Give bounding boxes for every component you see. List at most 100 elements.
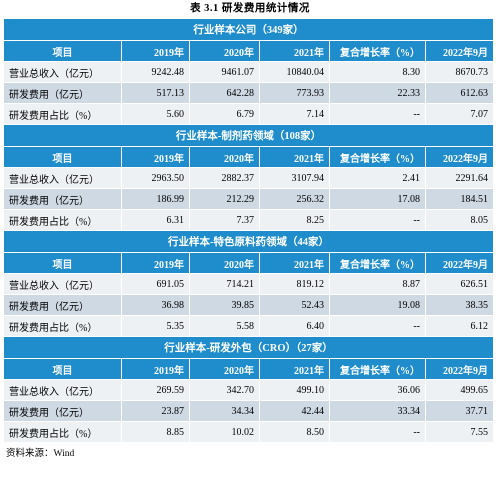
value-2022-sep: 2291.64 [424,167,495,189]
header-2020: 2020年 [189,146,260,168]
value-2020: 39.85 [189,294,260,316]
group-title: 行业样本-特色原料药领域（44家） [2,230,495,253]
rd-expense-table: 行业样本公司（349家） 项目 2019年 2020年 2021年 复合增长率（%） 202… [2,18,495,443]
table-row: 营业总收入（亿元） 9242.48 9461.07 10840.04 8.30 8670.… [3,61,495,83]
value-2021: 52.43 [259,294,330,316]
value-2022-sep: 38.35 [424,294,495,316]
header-2020: 2020年 [189,358,260,380]
table-row: 营业总收入（亿元） 269.59 342.70 499.10 36.06 499.65 [3,379,495,401]
value-2022-sep: 37.71 [424,400,495,422]
value-2019: 5.35 [121,315,190,337]
value-2020: 34.34 [189,400,260,422]
row-label: 研发费用（亿元） [3,294,122,316]
value-cagr: 17.08 [329,188,426,210]
value-2020: 2882.37 [189,167,260,189]
row-label: 研发费用占比（%） [3,209,122,231]
value-cagr: 22.33 [329,82,426,104]
value-cagr: 19.08 [329,294,426,316]
value-2019: 5.60 [121,103,190,125]
table-caption: 表 3.1 研发费用统计情况 [190,3,310,14]
header-2021: 2021年 [259,146,330,168]
value-2021: 42.44 [259,400,330,422]
row-label: 研发费用（亿元） [3,188,122,210]
table-row: 研发费用占比（%） 5.35 5.58 6.40 -- 6.12 [3,315,495,337]
value-2019: 269.59 [121,379,190,401]
value-2019: 36.98 [121,294,190,316]
table-row: 研发费用（亿元） 517.13 642.28 773.93 22.33 612.63 [3,82,495,104]
value-2019: 23.87 [121,400,190,422]
value-2022-sep: 499.65 [424,379,495,401]
table-row: 研发费用（亿元） 36.98 39.85 52.43 19.08 38.35 [3,294,495,316]
value-2019: 186.99 [121,188,190,210]
value-2021: 6.40 [259,315,330,337]
header-item: 项目 [3,40,122,62]
value-2019: 6.31 [121,209,190,231]
value-cagr: 33.34 [329,400,426,422]
group-title-row: 行业样本-制剂药领域（108家） [2,124,495,147]
value-2021: 7.14 [259,103,330,125]
row-label: 研发费用（亿元） [3,400,122,422]
value-2021: 256.32 [259,188,330,210]
value-2022-sep: 612.63 [424,82,495,104]
header-2019: 2019年 [121,252,190,274]
value-2021: 3107.94 [259,167,330,189]
group-title-row: 行业样本公司（349家） [2,18,495,41]
column-header-row: 项目 2019年 2020年 2021年 复合增长率（%） 2022年9月 [3,146,495,168]
header-2021: 2021年 [259,40,330,62]
header-cagr: 复合增长率（%） [329,252,426,274]
header-2019: 2019年 [121,358,190,380]
table-row: 研发费用占比（%） 8.85 10.02 8.50 -- 7.55 [3,421,495,443]
value-2019: 517.13 [121,82,190,104]
header-2022-sep: 2022年9月 [424,358,495,380]
value-2019: 9242.48 [121,61,190,83]
value-2020: 714.21 [189,273,260,295]
value-cagr: 36.06 [329,379,426,401]
value-2022-sep: 626.51 [424,273,495,295]
value-cagr: -- [329,209,426,231]
row-label: 营业总收入（亿元） [3,167,122,189]
source-note: 资料来源：Wind [6,449,75,459]
row-label: 研发费用（亿元） [3,82,122,104]
header-2019: 2019年 [121,40,190,62]
value-2020: 9461.07 [189,61,260,83]
header-2020: 2020年 [189,40,260,62]
value-cagr: -- [329,421,426,443]
table-row: 研发费用占比（%） 5.60 6.79 7.14 -- 7.07 [3,103,495,125]
row-label: 营业总收入（亿元） [3,273,122,295]
header-2022-sep: 2022年9月 [424,40,495,62]
value-2022-sep: 8670.73 [424,61,495,83]
group-title-row: 行业样本-研发外包（CRO）（27家） [2,336,495,359]
value-2020: 6.79 [189,103,260,125]
value-cagr: 8.87 [329,273,426,295]
row-label: 研发费用占比（%） [3,103,122,125]
value-2019: 691.05 [121,273,190,295]
value-cagr: 8.30 [329,61,426,83]
value-2022-sep: 7.07 [424,103,495,125]
group-title: 行业样本-研发外包（CRO）（27家） [2,336,495,359]
table-row: 研发费用（亿元） 186.99 212.29 256.32 17.08 184.51 [3,188,495,210]
header-2020: 2020年 [189,252,260,274]
value-2021: 8.25 [259,209,330,231]
value-2019: 2963.50 [121,167,190,189]
header-2021: 2021年 [259,358,330,380]
column-header-row: 项目 2019年 2020年 2021年 复合增长率（%） 2022年9月 [3,40,495,62]
header-item: 项目 [3,358,122,380]
table-row: 营业总收入（亿元） 2963.50 2882.37 3107.94 2.41 2291.6… [3,167,495,189]
header-2019: 2019年 [121,146,190,168]
value-2020: 7.37 [189,209,260,231]
header-cagr: 复合增长率（%） [329,146,426,168]
header-cagr: 复合增长率（%） [329,358,426,380]
value-cagr: 2.41 [329,167,426,189]
row-label: 研发费用占比（%） [3,315,122,337]
value-2021: 499.10 [259,379,330,401]
group-title: 行业样本-制剂药领域（108家） [2,124,495,147]
group-title: 行业样本公司（349家） [2,18,495,41]
row-label: 研发费用占比（%） [3,421,122,443]
value-2020: 642.28 [189,82,260,104]
value-2020: 5.58 [189,315,260,337]
value-2020: 212.29 [189,188,260,210]
table-row: 营业总收入（亿元） 691.05 714.21 819.12 8.87 626.51 [3,273,495,295]
value-2021: 773.93 [259,82,330,104]
row-label: 营业总收入（亿元） [3,379,122,401]
header-2022-sep: 2022年9月 [424,146,495,168]
